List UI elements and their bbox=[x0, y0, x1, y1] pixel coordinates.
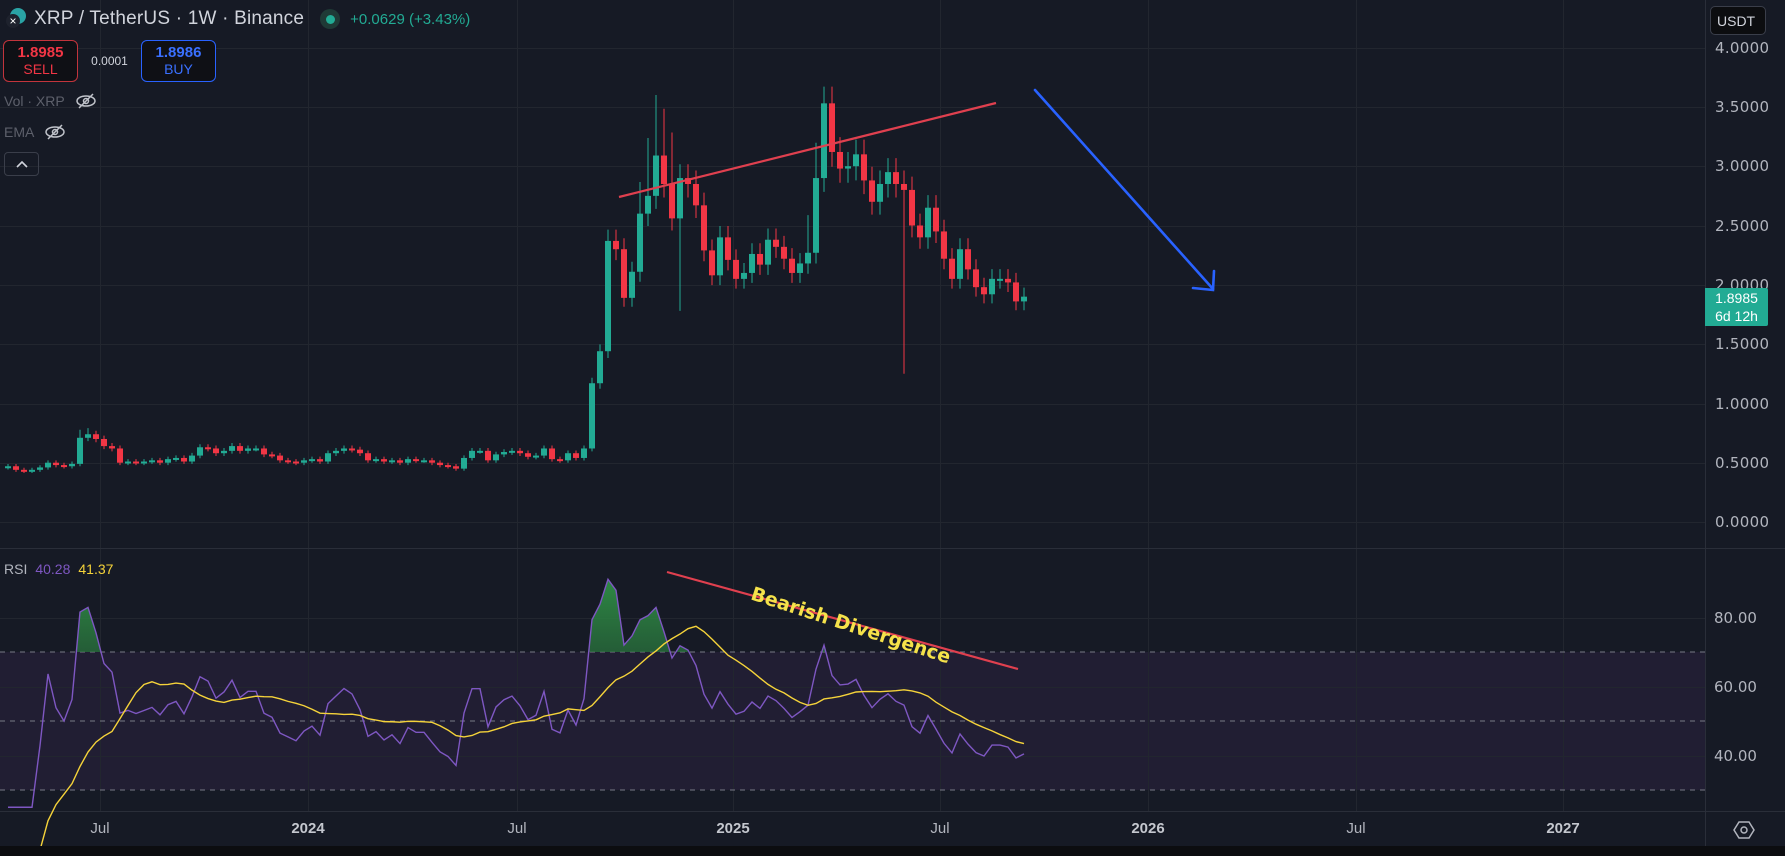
sell-price: 1.8985 bbox=[17, 44, 64, 61]
eye-hidden-icon[interactable] bbox=[44, 124, 66, 140]
buy-label: BUY bbox=[164, 61, 193, 77]
symbol-header: × XRP / TetherUS · 1W · Binance +0.0629 … bbox=[6, 8, 470, 30]
trade-panel: 1.8985 SELL 0.0001 1.8986 BUY bbox=[3, 40, 216, 82]
spread-value: 0.0001 bbox=[91, 54, 128, 68]
price-tick: 0.0000 bbox=[1715, 513, 1770, 531]
rsi-tick: 40.00 bbox=[1714, 747, 1757, 765]
indicator-ema[interactable]: EMA bbox=[4, 124, 66, 140]
time-tick-year: 2026 bbox=[1131, 820, 1165, 837]
symbol-logo[interactable]: × bbox=[6, 8, 28, 30]
rsi-value: 40.28 bbox=[35, 561, 71, 577]
price-tick: 3.0000 bbox=[1715, 157, 1770, 175]
price-tick: 2.5000 bbox=[1715, 217, 1770, 235]
close-icon[interactable]: × bbox=[6, 14, 20, 28]
settings-gear-icon[interactable] bbox=[1732, 818, 1756, 842]
eye-hidden-icon[interactable] bbox=[75, 93, 97, 109]
currency-select[interactable]: USDT bbox=[1710, 6, 1766, 35]
bar-countdown: 6d 12h bbox=[1715, 308, 1758, 324]
buy-price: 1.8986 bbox=[155, 44, 202, 61]
rsi-divergence-line bbox=[666, 570, 1019, 671]
symbol-title[interactable]: XRP / TetherUS · 1W · Binance bbox=[34, 8, 305, 29]
sell-label: SELL bbox=[23, 61, 58, 77]
price-tick: 4.0000 bbox=[1715, 39, 1770, 57]
rsi-tick: 60.00 bbox=[1714, 678, 1757, 696]
time-tick: Jul bbox=[90, 820, 110, 837]
bearish-arrow bbox=[1033, 88, 1216, 292]
price-tick: 1.5000 bbox=[1715, 335, 1770, 353]
price-tick: 1.0000 bbox=[1715, 395, 1770, 413]
price-change: +0.0629 (+3.43%) bbox=[350, 10, 471, 28]
rsi-ma-value: 41.37 bbox=[78, 561, 114, 577]
indicator-label: Vol · XRP bbox=[4, 93, 65, 109]
price-tick: 0.5000 bbox=[1715, 454, 1770, 472]
price-trendline bbox=[618, 101, 997, 199]
rsi-tick: 80.00 bbox=[1714, 609, 1757, 627]
time-tick: Jul bbox=[507, 820, 527, 837]
time-tick-year: 2027 bbox=[1546, 820, 1580, 837]
market-open-icon bbox=[320, 9, 341, 29]
buy-button[interactable]: 1.8986 BUY bbox=[141, 40, 216, 82]
rsi-label: RSI bbox=[4, 561, 28, 577]
current-price-badge: 1.8985 6d 12h bbox=[1705, 288, 1768, 326]
bottom-strip bbox=[0, 846, 1785, 856]
time-tick: Jul bbox=[1346, 820, 1366, 837]
collapse-legend-button[interactable] bbox=[4, 152, 39, 176]
sell-button[interactable]: 1.8985 SELL bbox=[3, 40, 78, 82]
current-price: 1.8985 bbox=[1715, 290, 1758, 306]
currency-label: USDT bbox=[1717, 12, 1756, 29]
time-tick-year: 2025 bbox=[716, 820, 750, 837]
chevron-up-icon bbox=[15, 160, 28, 168]
time-tick-year: 2024 bbox=[291, 820, 325, 837]
indicator-volume[interactable]: Vol · XRP bbox=[4, 93, 97, 109]
rsi-legend[interactable]: RSI 40.28 41.37 bbox=[4, 561, 113, 577]
time-tick: Jul bbox=[930, 820, 950, 837]
price-tick: 3.5000 bbox=[1715, 98, 1770, 116]
indicator-label: EMA bbox=[4, 124, 35, 140]
